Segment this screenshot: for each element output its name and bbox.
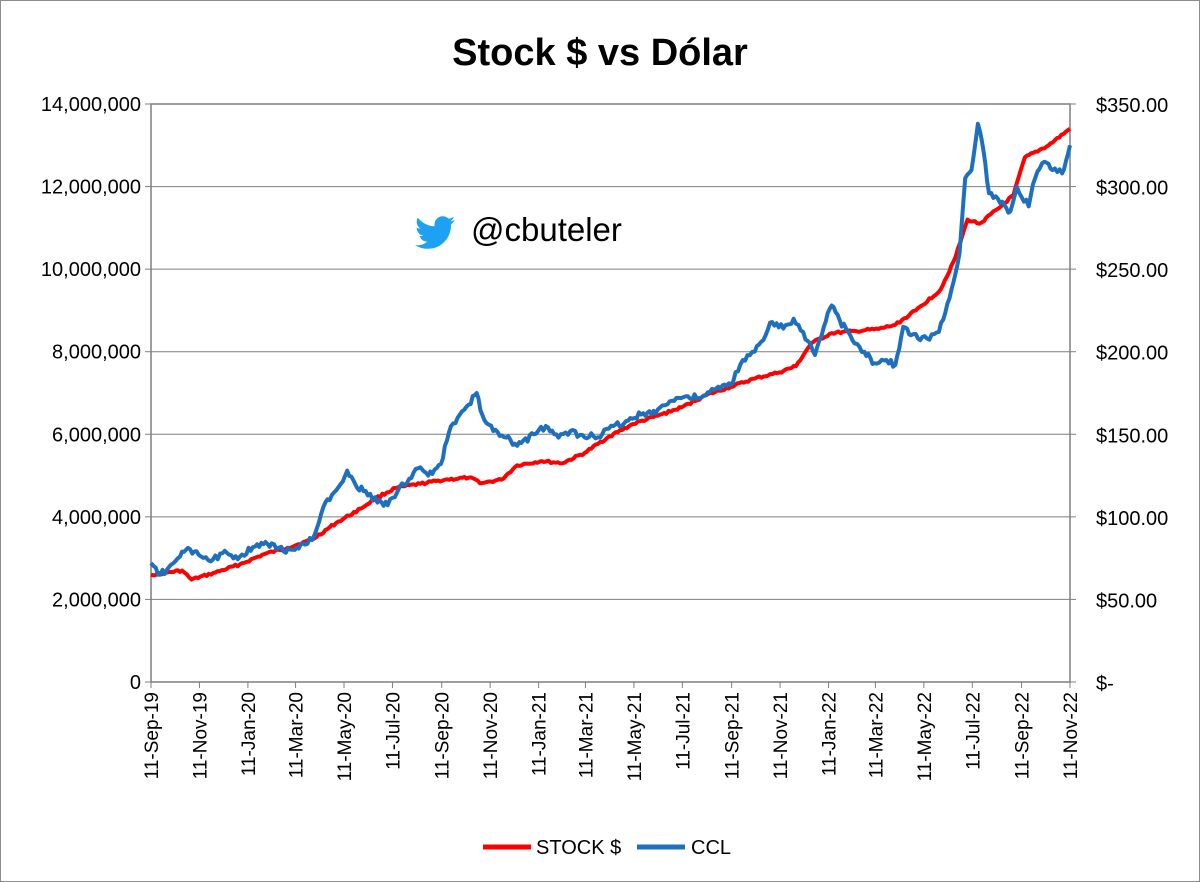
x-tick-label: 11-Jul-21 [673,692,694,770]
x-tick-label: 11-Jan-20 [239,692,260,776]
right-tick-label: $150.00 [1096,425,1168,447]
left-tick-label: 8,000,000 [52,342,141,364]
left-tick-label: 0 [130,672,141,694]
chart-title: Stock $ vs Dólar [452,32,748,74]
gridlines [151,103,1070,600]
x-tick-label: 11-Mar-22 [866,692,887,778]
x-tick-label: 11-Sep-20 [433,692,454,779]
twitter-bird-icon [415,216,455,249]
right-tick-label: $- [1096,673,1114,695]
left-tick-label: 10,000,000 [41,259,141,281]
series-line-stock [150,127,1072,582]
watermark-handle: @cbuteler [471,211,622,248]
right-tick-label: $350.00 [1096,95,1168,117]
x-tick-label: 11-May-20 [335,692,356,781]
series-layer [149,121,1072,582]
left-axis: 0 2,000,000 4,000,000 6,000,000 8,000,000 10,… [41,94,151,694]
left-tick-label: 14,000,000 [41,94,141,116]
x-tick-label: 11-Sep-22 [1013,692,1034,779]
right-tick-label: $200.00 [1096,343,1168,365]
x-tick-label: 11-Sep-21 [723,692,744,779]
x-tick-label: 11-May-21 [625,692,646,781]
x-tick-label: 11-Jan-21 [530,692,551,776]
legend-label-stock: STOCK $ [536,837,621,859]
x-tick-label: 11-Nov-21 [771,692,792,779]
right-tick-label: $100.00 [1096,508,1168,530]
x-tick-label: 11-May-22 [915,692,936,781]
x-tick-label: 11-Mar-20 [287,692,308,778]
right-tick-label: $250.00 [1096,260,1168,282]
left-tick-label: 6,000,000 [52,424,141,446]
x-tick-label: 11-Jul-20 [383,692,404,770]
x-tick-label: 11-Sep-19 [142,692,163,779]
legend-label-ccl: CCL [691,837,731,859]
right-axis: $- $50.00 $100.00 $150.00 $200.00 $250.00 $300… [1070,95,1168,695]
watermark: @cbuteler [415,211,622,249]
plot-area [150,103,1071,683]
left-tick-label: 12,000,000 [41,177,141,199]
right-tick-label: $50.00 [1096,590,1157,612]
left-tick-label: 2,000,000 [52,589,141,611]
x-tick-label: 11-Nov-19 [190,692,211,779]
legend: STOCK $ CCL [483,837,731,859]
x-tick-label: 11-Jan-22 [820,692,841,776]
x-tick-label: 11-Nov-22 [1061,692,1082,779]
x-axis: 11-Sep-19 11-Nov-19 11-Jan-20 11-Mar-20 11-M… [142,682,1082,781]
right-tick-label: $300.00 [1096,178,1168,200]
x-tick-label: 11-Mar-21 [576,692,597,778]
x-tick-label: 11-Jul-22 [963,692,984,770]
series-line-ccl [149,121,1072,577]
left-tick-label: 4,000,000 [52,507,141,529]
x-tick-label: 11-Nov-20 [481,692,502,779]
